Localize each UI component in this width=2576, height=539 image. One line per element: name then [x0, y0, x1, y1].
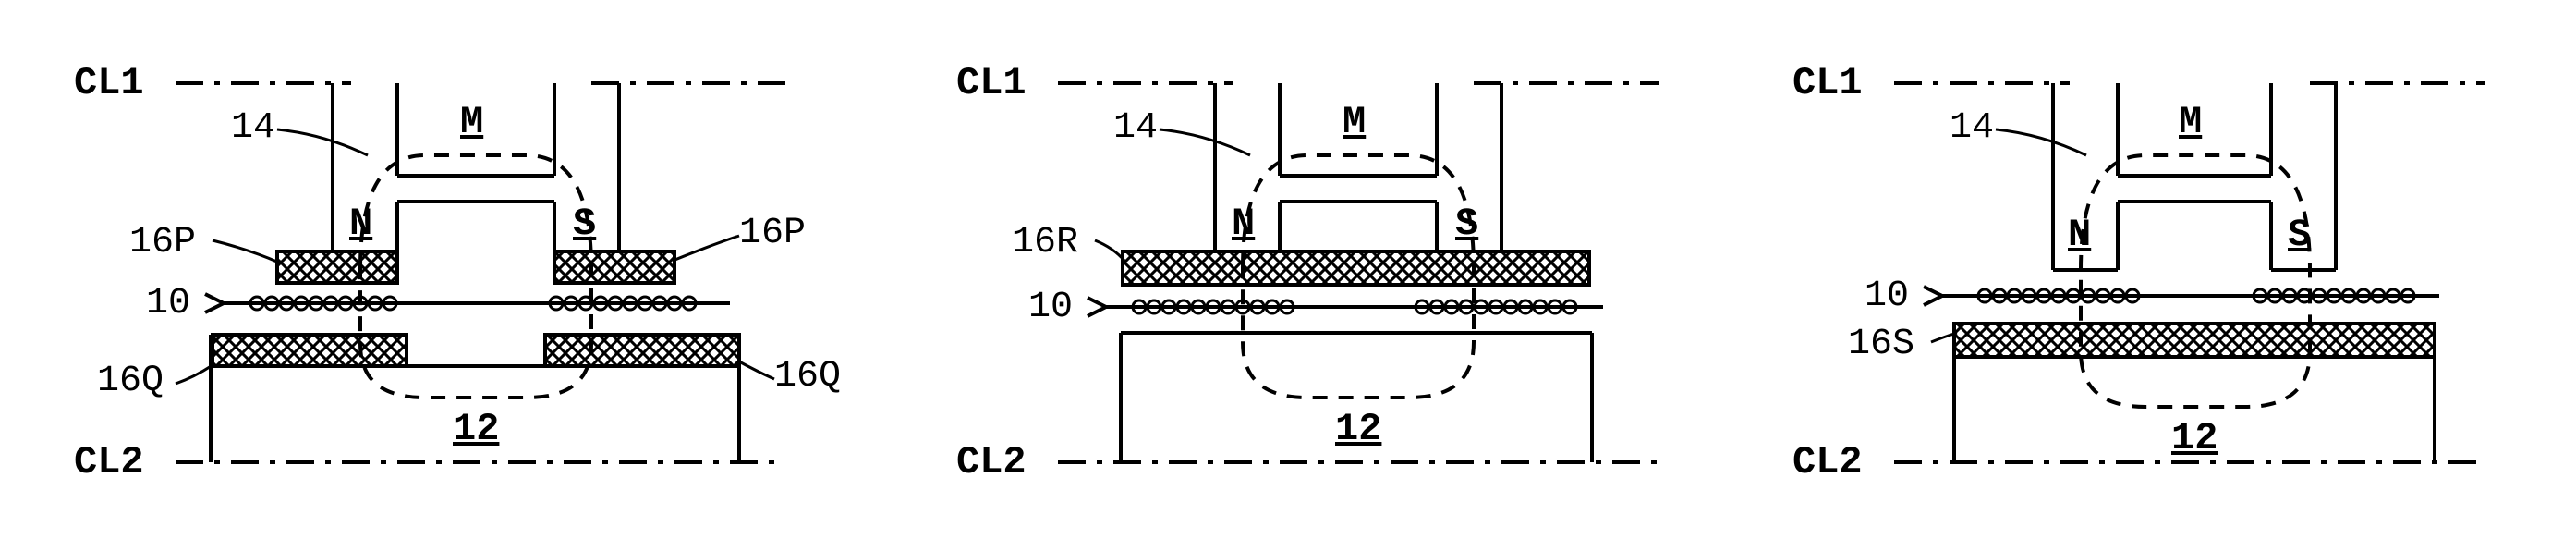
label-s: S	[573, 202, 596, 246]
label-12: 12	[1335, 407, 1381, 451]
figure-1: CL1 CL2 M N S 14 10 12 16P 16P 16Q 16Q	[74, 55, 832, 481]
label-14: 14	[1950, 107, 1994, 149]
label-n: N	[2068, 213, 2091, 257]
label-10: 10	[146, 283, 190, 325]
label-10: 10	[1865, 276, 1909, 317]
label-n: N	[1232, 202, 1255, 246]
figure-3: CL1 CL2 M N S 14 10 12 16S	[1792, 55, 2550, 481]
label-14: 14	[231, 107, 275, 149]
label-16p-right: 16P	[739, 213, 806, 254]
label-m: M	[1343, 100, 1366, 144]
label-cl2: CL2	[74, 440, 144, 484]
label-16s: 16S	[1848, 324, 1914, 365]
label-m: M	[2179, 100, 2202, 144]
label-cl1: CL1	[1792, 61, 1863, 105]
label-12: 12	[453, 407, 499, 451]
label-16q-right: 16Q	[774, 356, 841, 398]
label-14: 14	[1113, 107, 1158, 149]
label-cl1: CL1	[956, 61, 1027, 105]
label-16p-left: 16P	[129, 222, 196, 263]
label-10: 10	[1028, 287, 1073, 328]
label-s: S	[2288, 213, 2311, 257]
label-cl1: CL1	[74, 61, 144, 105]
label-s: S	[1455, 202, 1478, 246]
label-n: N	[349, 202, 372, 246]
label-12: 12	[2171, 416, 2218, 460]
page: CL1 CL2 M N S 14 10 12 16P 16P 16Q 16Q	[0, 0, 2576, 539]
label-16r: 16R	[1012, 222, 1078, 263]
figure-2: CL1 CL2 M N S 14 10 12 16R	[956, 55, 1714, 481]
label-16q-left: 16Q	[97, 361, 164, 402]
label-cl2: CL2	[956, 440, 1027, 484]
label-cl2: CL2	[1792, 440, 1863, 484]
label-m: M	[460, 100, 483, 144]
